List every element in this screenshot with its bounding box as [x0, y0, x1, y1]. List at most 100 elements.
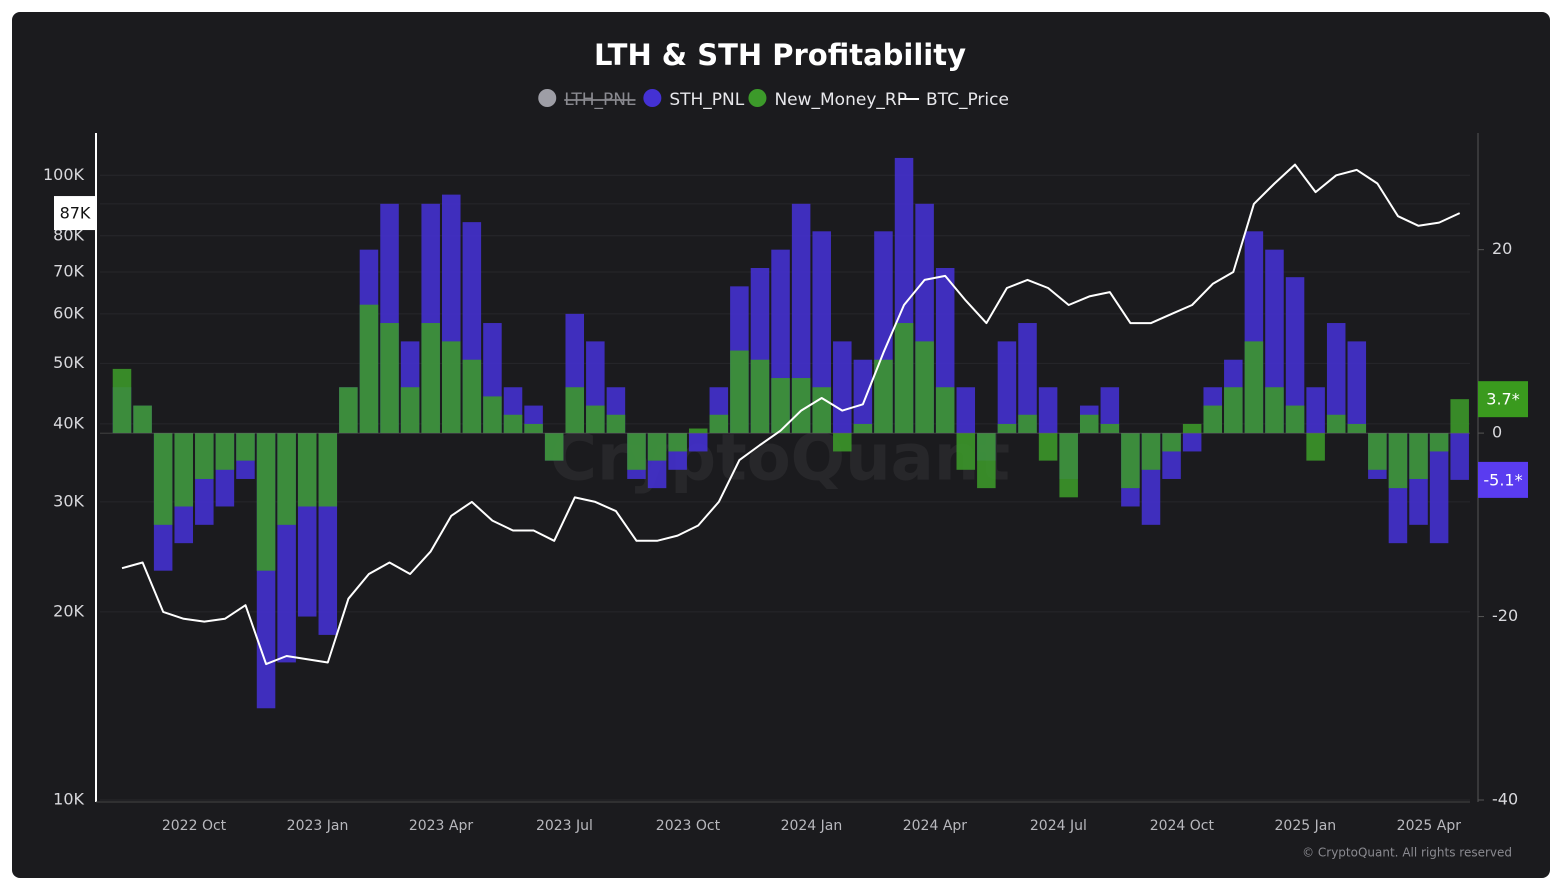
y2-tick-label: 20 — [1492, 239, 1512, 258]
bar — [833, 433, 852, 452]
y2-tick-label: 0 — [1492, 423, 1502, 442]
value-badge — [54, 196, 96, 231]
x-tick-label: 2025 Apr — [1397, 818, 1462, 834]
bar — [565, 387, 585, 434]
bar — [1244, 341, 1264, 434]
bar — [956, 433, 976, 470]
y-tick-label: 70K — [53, 262, 84, 281]
bar — [894, 323, 914, 434]
axes: 10K20K30K40K50K60K70K80K90K100K-40-20020… — [43, 133, 1518, 834]
x-tick-label: 2024 Oct — [1150, 818, 1215, 834]
bar — [1038, 433, 1058, 461]
bar — [1409, 433, 1428, 479]
bar — [359, 304, 379, 434]
bar — [174, 433, 193, 507]
bar — [421, 323, 440, 434]
bar — [1326, 414, 1346, 434]
y-tick-label: 40K — [53, 413, 84, 432]
legend-item[interactable]: BTC_Price — [899, 90, 1009, 110]
x-tick-label: 2024 Jul — [1030, 818, 1087, 834]
bar — [215, 433, 235, 470]
bar — [1038, 387, 1058, 434]
bar — [1285, 405, 1305, 434]
bar — [1059, 433, 1078, 498]
bar — [1306, 433, 1325, 461]
legend-item[interactable]: LTH_PNL — [538, 89, 636, 110]
bar — [380, 323, 399, 434]
bar — [1162, 433, 1181, 452]
bar — [236, 433, 255, 461]
bar — [812, 231, 831, 434]
value-badge — [1478, 461, 1528, 498]
bar — [688, 428, 708, 434]
bar — [647, 433, 667, 461]
bar — [1203, 405, 1222, 434]
bar — [730, 350, 749, 434]
bar — [297, 433, 317, 507]
bar — [688, 433, 708, 452]
value-badge-label: -5.1* — [1483, 470, 1522, 489]
bar — [1326, 323, 1346, 434]
bar — [1429, 433, 1449, 544]
legend-swatch — [538, 89, 557, 107]
y-tick-label: 60K — [53, 303, 84, 322]
bar — [915, 341, 934, 434]
y-tick-label: 30K — [53, 491, 84, 510]
x-tick-label: 2025 Jan — [1275, 818, 1337, 834]
legend-swatch — [748, 89, 767, 107]
bar — [133, 405, 152, 434]
legend-label: New_Money_RP — [774, 90, 907, 110]
bar — [1285, 277, 1305, 434]
x-tick-label: 2023 Apr — [409, 818, 474, 834]
bar — [524, 423, 543, 434]
bar — [1368, 433, 1387, 470]
bar — [503, 414, 523, 434]
bar — [462, 359, 482, 434]
lines — [121, 163, 1461, 666]
bar — [1182, 423, 1202, 434]
bar — [153, 433, 173, 525]
bar — [1018, 323, 1037, 434]
bar — [277, 433, 296, 525]
footer: © CryptoQuant. All rights reserved — [1302, 846, 1512, 860]
legend-item[interactable]: New_Money_RP — [748, 89, 907, 110]
bar — [977, 433, 996, 489]
bar — [997, 423, 1017, 434]
value-badge-label: 87K — [60, 204, 91, 223]
legend-label: LTH_PNL — [564, 90, 636, 110]
x-tick-label: 2023 Jul — [536, 818, 593, 834]
bar — [195, 433, 214, 479]
chart-title: LTH & STH Profitability — [594, 38, 966, 72]
legend: LTH_PNL STH_PNL New_Money_RP BTC_Price — [538, 89, 1009, 110]
bar — [1018, 414, 1037, 434]
bar — [1100, 387, 1120, 434]
bar — [544, 433, 564, 461]
bar — [256, 433, 276, 571]
bar — [668, 433, 687, 452]
bar — [1450, 399, 1469, 434]
bar — [956, 387, 976, 434]
bar — [1121, 433, 1140, 489]
x-tick-label: 2022 Oct — [162, 818, 227, 834]
bar — [791, 203, 811, 434]
y-tick-label: 10K — [53, 790, 84, 809]
bar — [1306, 387, 1325, 434]
x-tick-label: 2024 Jan — [781, 818, 843, 834]
bar — [709, 414, 729, 434]
value-badge — [1478, 381, 1528, 418]
bar — [812, 387, 831, 434]
legend-item[interactable]: STH_PNL — [643, 89, 745, 110]
value-badge-label: 3.7* — [1486, 390, 1519, 409]
y-tick-label: 50K — [53, 353, 84, 372]
bar — [1429, 433, 1449, 452]
bar — [833, 341, 852, 434]
bar — [1182, 433, 1202, 452]
price-line — [121, 163, 1461, 666]
y2-tick-label: -20 — [1492, 606, 1518, 625]
y-tick-label: 80K — [53, 225, 84, 244]
bar — [1100, 423, 1120, 434]
bar — [606, 414, 626, 434]
badges: -5.1* 3.7* 87K — [54, 196, 1528, 498]
legend-label: BTC_Price — [926, 90, 1009, 110]
